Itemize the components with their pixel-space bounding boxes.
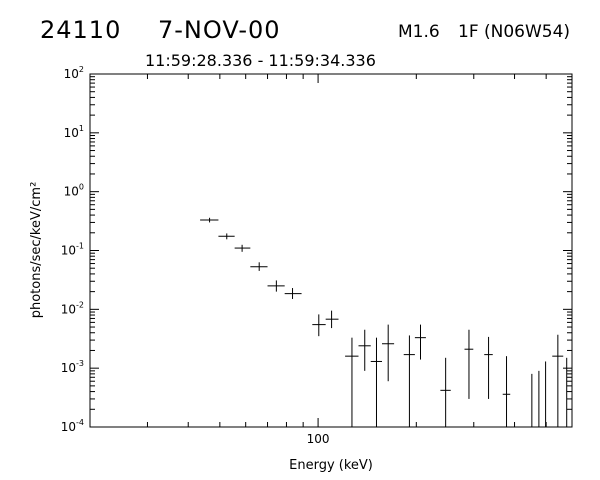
y-tick-base: 10 — [61, 420, 76, 434]
y-axis-label: photons/sec/keV/cm² — [29, 182, 44, 319]
x-tick-label: 100 — [307, 432, 330, 446]
data-point — [403, 335, 415, 427]
data-point — [312, 314, 326, 337]
y-tick-exponent: -3 — [76, 359, 84, 368]
data-point — [370, 337, 383, 427]
y-tick-label: 101 — [64, 124, 84, 140]
data-point — [484, 336, 493, 399]
data-point — [382, 324, 395, 382]
data-point — [267, 280, 285, 292]
data-point — [345, 337, 359, 427]
flare-class: M1.6 — [398, 22, 440, 42]
y-tick-label: 102 — [64, 65, 84, 81]
data-point — [440, 357, 451, 427]
y-tick-label: 10-4 — [61, 418, 84, 434]
y-tick-label: 10-3 — [61, 359, 84, 375]
y-tick-base: 10 — [64, 185, 79, 199]
x-axis-ticks: 100 — [89, 74, 573, 446]
event-id: 24110 — [40, 16, 122, 44]
data-point — [358, 329, 371, 371]
data-point — [284, 288, 302, 299]
data-point — [552, 334, 564, 427]
data-point — [234, 244, 251, 252]
event-date: 7-NOV-00 — [158, 16, 281, 44]
y-tick-label: 10-2 — [61, 300, 84, 316]
data-point — [218, 233, 235, 240]
data-point — [414, 324, 426, 360]
y-tick-exponent: 0 — [79, 183, 84, 192]
flare-location: 1F (N06W54) — [458, 22, 571, 42]
y-tick-exponent: -4 — [76, 418, 84, 427]
y-tick-base: 10 — [64, 67, 79, 81]
y-tick-label: 10-1 — [61, 242, 84, 258]
data-point — [325, 310, 339, 329]
x-axis-label: Energy (keV) — [289, 458, 373, 473]
y-tick-base: 10 — [61, 244, 76, 258]
y-tick-exponent: 2 — [79, 65, 84, 74]
time-range: 11:59:28.336 - 11:59:34.336 — [145, 51, 376, 70]
data-point — [200, 217, 219, 223]
data-points — [200, 217, 568, 427]
y-tick-exponent: -1 — [76, 242, 84, 251]
y-tick-base: 10 — [61, 302, 76, 316]
y-tick-base: 10 — [64, 126, 79, 140]
y-tick-base: 10 — [61, 361, 76, 375]
plot-frame — [89, 73, 573, 428]
y-tick-label: 100 — [64, 183, 84, 199]
y-tick-exponent: 1 — [79, 124, 84, 133]
y-tick-exponent: -2 — [76, 300, 84, 309]
data-point — [250, 262, 268, 271]
data-point — [464, 329, 474, 399]
data-point — [502, 356, 511, 427]
